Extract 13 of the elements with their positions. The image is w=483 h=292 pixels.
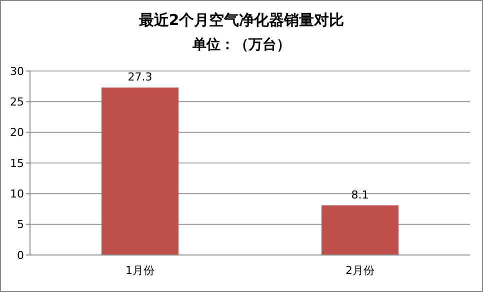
y-tick-label: 0 — [17, 248, 24, 262]
chart-title: 最近2个月空气净化器销量对比 — [138, 11, 344, 29]
data-label: 8.1 — [351, 188, 369, 202]
x-tick-label: 1月份 — [126, 264, 154, 277]
y-tick-label: 30 — [10, 64, 24, 78]
x-tick-label: 2月份 — [346, 264, 374, 277]
chart-subtitle: 单位：（万台） — [192, 37, 290, 53]
y-tick-label: 15 — [10, 156, 24, 170]
y-tick-label: 5 — [17, 218, 24, 232]
y-tick-label: 25 — [10, 96, 24, 109]
y-tick-label: 10 — [10, 188, 24, 201]
data-label: 27.3 — [128, 70, 152, 84]
y-tick-label: 20 — [10, 126, 24, 140]
